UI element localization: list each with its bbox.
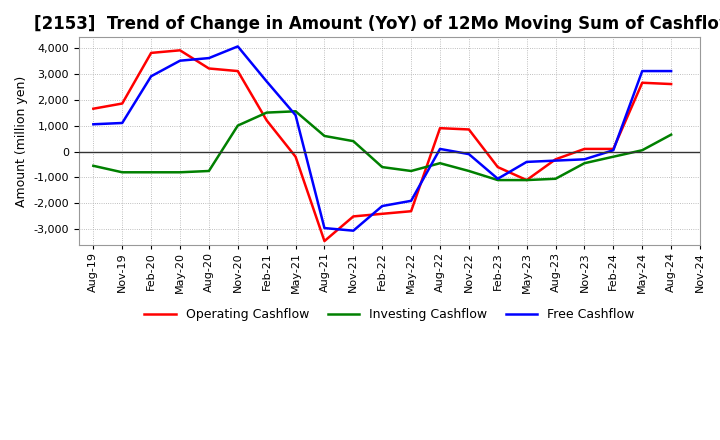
Investing Cashflow — [522, 177, 531, 183]
Free Cashflow — [436, 146, 444, 151]
Investing Cashflow — [464, 169, 473, 174]
Free Cashflow — [580, 157, 589, 162]
Operating Cashflow — [349, 214, 358, 219]
Operating Cashflow — [176, 48, 184, 53]
Free Cashflow — [407, 198, 415, 203]
Investing Cashflow — [609, 154, 618, 159]
Operating Cashflow — [118, 101, 127, 106]
Investing Cashflow — [89, 163, 98, 169]
Free Cashflow — [609, 147, 618, 153]
Operating Cashflow — [262, 118, 271, 123]
Investing Cashflow — [292, 109, 300, 114]
Investing Cashflow — [204, 169, 213, 174]
Investing Cashflow — [667, 132, 675, 137]
Investing Cashflow — [493, 177, 502, 183]
Operating Cashflow — [147, 50, 156, 55]
Free Cashflow — [552, 158, 560, 163]
Investing Cashflow — [580, 161, 589, 166]
Operating Cashflow — [638, 80, 647, 85]
Investing Cashflow — [118, 170, 127, 175]
Investing Cashflow — [552, 176, 560, 181]
Free Cashflow — [522, 159, 531, 165]
Line: Free Cashflow: Free Cashflow — [94, 46, 671, 231]
Free Cashflow — [147, 73, 156, 79]
Free Cashflow — [233, 44, 242, 49]
Free Cashflow — [349, 228, 358, 233]
Operating Cashflow — [233, 69, 242, 74]
Free Cashflow — [638, 69, 647, 74]
Investing Cashflow — [407, 169, 415, 174]
Investing Cashflow — [233, 123, 242, 128]
Operating Cashflow — [667, 81, 675, 87]
Title: [2153]  Trend of Change in Amount (YoY) of 12Mo Moving Sum of Cashflows: [2153] Trend of Change in Amount (YoY) o… — [35, 15, 720, 33]
Y-axis label: Amount (million yen): Amount (million yen) — [15, 76, 28, 207]
Free Cashflow — [262, 79, 271, 84]
Operating Cashflow — [464, 127, 473, 132]
Free Cashflow — [292, 113, 300, 118]
Investing Cashflow — [349, 139, 358, 144]
Free Cashflow — [204, 55, 213, 61]
Free Cashflow — [176, 58, 184, 63]
Line: Operating Cashflow: Operating Cashflow — [94, 50, 671, 241]
Investing Cashflow — [638, 147, 647, 153]
Operating Cashflow — [407, 209, 415, 214]
Operating Cashflow — [89, 106, 98, 111]
Operating Cashflow — [204, 66, 213, 71]
Operating Cashflow — [493, 165, 502, 170]
Operating Cashflow — [609, 146, 618, 151]
Investing Cashflow — [147, 170, 156, 175]
Line: Investing Cashflow: Investing Cashflow — [94, 111, 671, 180]
Free Cashflow — [464, 151, 473, 157]
Free Cashflow — [667, 69, 675, 74]
Operating Cashflow — [292, 154, 300, 159]
Legend: Operating Cashflow, Investing Cashflow, Free Cashflow: Operating Cashflow, Investing Cashflow, … — [140, 303, 639, 326]
Free Cashflow — [320, 225, 329, 231]
Investing Cashflow — [176, 170, 184, 175]
Free Cashflow — [89, 121, 98, 127]
Investing Cashflow — [436, 161, 444, 166]
Free Cashflow — [118, 120, 127, 125]
Investing Cashflow — [262, 110, 271, 115]
Operating Cashflow — [580, 146, 589, 151]
Operating Cashflow — [436, 125, 444, 131]
Free Cashflow — [378, 203, 387, 209]
Operating Cashflow — [320, 238, 329, 244]
Operating Cashflow — [378, 211, 387, 216]
Investing Cashflow — [320, 133, 329, 139]
Free Cashflow — [493, 176, 502, 181]
Investing Cashflow — [378, 165, 387, 170]
Operating Cashflow — [552, 157, 560, 162]
Operating Cashflow — [522, 177, 531, 183]
